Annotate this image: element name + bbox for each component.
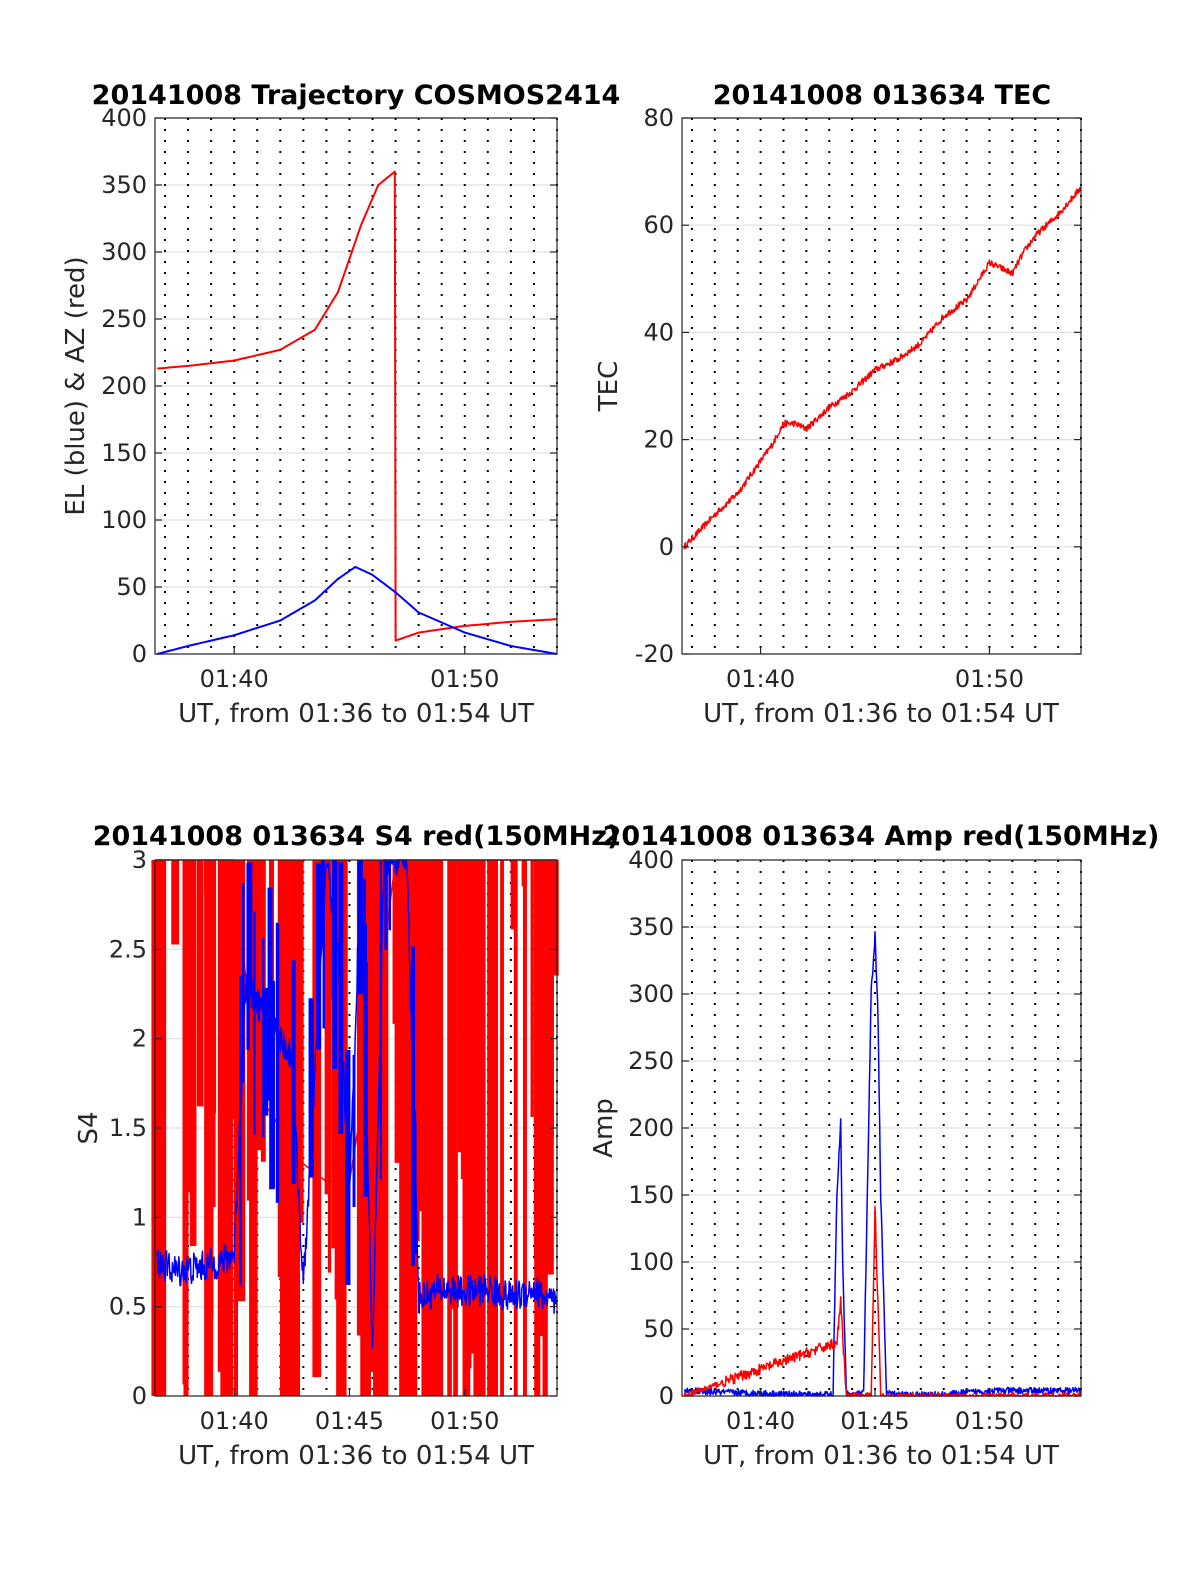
series-line xyxy=(683,186,1082,550)
ytick-label: 2.5 xyxy=(109,935,147,963)
xtick-label: 01:40 xyxy=(726,1407,795,1435)
grid-trajectory xyxy=(155,117,558,655)
series-tec xyxy=(683,186,1082,550)
ytick-label: 200 xyxy=(628,1114,674,1142)
yticks-s4: 0 0.5 1 1.5 2 2.5 3 xyxy=(109,846,557,1410)
xticks-trajectory: 01:40 01:50 xyxy=(200,647,499,693)
xtick-label: 01:50 xyxy=(955,665,1024,693)
yticks-amp: 0 50 100 150 200 250 300 350 400 xyxy=(628,846,1081,1410)
series-line xyxy=(157,565,558,655)
series-line xyxy=(683,931,1082,1397)
series-line xyxy=(156,859,558,1350)
ytick-label: 350 xyxy=(101,171,147,199)
ytick-label: 60 xyxy=(643,211,674,239)
ytick-label: 0 xyxy=(132,1382,147,1410)
ytick-label: 250 xyxy=(101,305,147,333)
yticks-trajectory: 0 50 100 150 200 250 300 350 400 xyxy=(101,104,557,668)
xlabel-amp: UT, from 01:36 to 01:54 UT xyxy=(703,1441,1059,1471)
xtick-label: 01:50 xyxy=(430,1407,499,1435)
title-trajectory: 20141008 Trajectory COSMOS2414 xyxy=(92,80,621,111)
grid-amp xyxy=(682,859,1082,1397)
ytick-label: 250 xyxy=(628,1047,674,1075)
series-amp xyxy=(683,931,1082,1397)
ytick-label: 50 xyxy=(116,573,147,601)
ytick-label: 100 xyxy=(101,506,147,534)
xticks-amp: 01:40 01:45 01:50 xyxy=(726,1389,1024,1435)
ytick-label: 1 xyxy=(132,1203,147,1231)
series-line xyxy=(683,1205,1082,1397)
ytick-label: 0.5 xyxy=(109,1293,147,1321)
ytick-label: 3 xyxy=(132,846,147,874)
ytick-label: 300 xyxy=(101,238,147,266)
ytick-label: 0 xyxy=(659,533,674,561)
ytick-label: 150 xyxy=(628,1181,674,1209)
xtick-label: 01:45 xyxy=(315,1407,384,1435)
xticks-s4: 01:40 01:45 01:50 xyxy=(200,1389,499,1435)
ylabel-s4: S4 xyxy=(74,1111,104,1144)
xtick-label: 01:40 xyxy=(200,665,269,693)
title-s4: 20141008 013634 S4 red(150MHz) xyxy=(93,821,620,852)
ytick-label: 100 xyxy=(628,1248,674,1276)
yticks-tec: -20 0 20 40 60 80 xyxy=(635,104,1081,668)
ylabel-trajectory: EL (blue) & AZ (red) xyxy=(61,256,91,515)
ytick-label: 400 xyxy=(628,846,674,874)
series-trajectory xyxy=(157,170,558,655)
ytick-label: 20 xyxy=(643,426,674,454)
plot-frame-tec xyxy=(681,117,1082,655)
xtick-label: 01:40 xyxy=(200,1407,269,1435)
ytick-label: 350 xyxy=(628,913,674,941)
xtick-label: 01:45 xyxy=(840,1407,909,1435)
ytick-label: 400 xyxy=(101,104,147,132)
ytick-label: 300 xyxy=(628,980,674,1008)
ytick-label: 150 xyxy=(101,439,147,467)
ytick-label: 40 xyxy=(643,318,674,346)
ytick-label: 50 xyxy=(643,1315,674,1343)
ylabel-tec: TEC xyxy=(594,361,624,412)
ytick-label: -20 xyxy=(635,640,674,668)
xlabel-trajectory: UT, from 01:36 to 01:54 UT xyxy=(178,699,534,729)
series-s4 xyxy=(151,859,559,1396)
ytick-label: 1.5 xyxy=(109,1114,147,1142)
ytick-label: 0 xyxy=(659,1382,674,1410)
ytick-label: 80 xyxy=(643,104,674,132)
xlabel-s4: UT, from 01:36 to 01:54 UT xyxy=(178,1441,534,1471)
title-tec: 20141008 013634 TEC xyxy=(713,80,1052,111)
title-amp: 20141008 013634 Amp red(150MHz) xyxy=(603,821,1160,852)
ylabel-amp: Amp xyxy=(589,1098,619,1158)
panel-trajectory: 20141008 Trajectory COSMOS2414 0 50 100 150… xyxy=(61,80,620,729)
ytick-label: 0 xyxy=(132,640,147,668)
panel-amp: 20141008 013634 Amp red(150MHz) 0 50 100 15… xyxy=(589,821,1159,1471)
series-line xyxy=(157,170,558,642)
grid-tec xyxy=(682,117,1082,655)
xticks-tec: 01:40 01:50 xyxy=(726,647,1024,693)
xtick-label: 01:40 xyxy=(726,665,795,693)
xtick-label: 01:50 xyxy=(955,1407,1024,1435)
xlabel-tec: UT, from 01:36 to 01:54 UT xyxy=(703,699,1059,729)
ytick-label: 2 xyxy=(132,1025,147,1053)
xtick-label: 01:50 xyxy=(430,665,499,693)
ytick-label: 200 xyxy=(101,372,147,400)
panel-s4: 20141008 013634 S4 red(150MHz) 0 0.5 1 1.5 2… xyxy=(74,821,619,1471)
